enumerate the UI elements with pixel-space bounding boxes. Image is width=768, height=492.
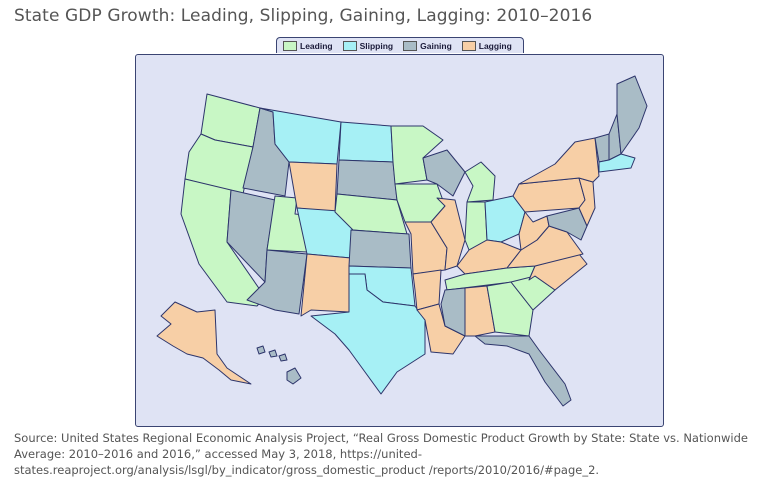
state-me[interactable]	[616, 75, 648, 155]
state-hi[interactable]	[256, 345, 302, 385]
state-fl[interactable]	[474, 335, 572, 407]
legend-item-slipping: Slipping	[342, 40, 394, 51]
state-wi[interactable]	[422, 149, 466, 197]
state-sd[interactable]	[336, 159, 398, 201]
legend-item-lagging: Lagging	[461, 40, 512, 51]
state-mi[interactable]	[464, 161, 496, 203]
legend-swatch-gaining	[403, 40, 418, 51]
state-al[interactable]	[464, 285, 496, 337]
legend-swatch-slipping	[342, 40, 357, 51]
legend-item-gaining: Gaining	[403, 40, 452, 51]
legend-label-slipping: Slipping	[359, 40, 394, 51]
state-ar[interactable]	[412, 269, 442, 311]
legend-item-leading: Leading	[283, 40, 333, 51]
state-ks[interactable]	[348, 229, 412, 269]
us-map	[156, 75, 648, 407]
state-la[interactable]	[416, 303, 466, 355]
state-ma[interactable]	[598, 153, 636, 173]
legend-label-gaining: Gaining	[420, 40, 452, 51]
state-ms[interactable]	[440, 287, 466, 337]
legend-swatch-lagging	[461, 40, 476, 51]
map-title: State GDP Growth: Leading, Slipping, Gai…	[14, 6, 593, 26]
state-wy[interactable]	[288, 161, 338, 213]
state-nd[interactable]	[338, 121, 394, 163]
legend-label-leading: Leading	[300, 40, 333, 51]
state-ak[interactable]	[156, 301, 252, 385]
legend-swatch-leading	[283, 40, 297, 51]
state-ny[interactable]	[518, 137, 600, 185]
state-tx[interactable]	[310, 273, 426, 395]
legend-label-lagging: Lagging	[478, 40, 512, 51]
state-il[interactable]	[430, 197, 466, 271]
legend: Leading Slipping Gaining Lagging	[276, 37, 524, 53]
state-nm[interactable]	[300, 253, 352, 317]
source-citation: Source: United States Regional Economic …	[14, 431, 748, 477]
